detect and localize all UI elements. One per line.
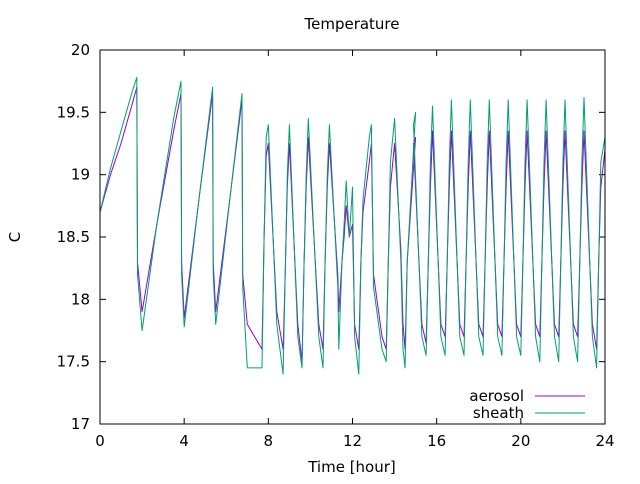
x-tick-label: 0	[95, 432, 105, 450]
axis-ticks: 0 4 8 12 16 20 24 17 17.5 18 18.5 19 19.5 20	[57, 41, 615, 450]
legend-label-aerosol: aerosol	[469, 387, 524, 405]
y-tick-label: 17.5	[57, 353, 90, 371]
y-axis-label: C	[6, 232, 24, 242]
plot-frame	[99, 49, 606, 425]
x-axis-label: Time [hour]	[307, 458, 396, 476]
x-tick-label: 8	[264, 432, 274, 450]
y-tick-label: 19	[71, 166, 90, 184]
y-tick-label: 18	[71, 290, 90, 308]
x-tick-label: 16	[427, 432, 446, 450]
x-tick-label: 20	[511, 432, 530, 450]
y-tick-label: 17	[71, 415, 90, 433]
y-tick-label: 20	[71, 41, 90, 59]
y-tick-label: 19.5	[57, 103, 90, 121]
x-tick-label: 24	[595, 432, 614, 450]
plot-series	[99, 76, 606, 375]
legend-label-sheath: sheath	[473, 404, 524, 422]
x-tick-label: 12	[343, 432, 362, 450]
y-tick-label: 18.5	[57, 228, 90, 246]
x-tick-label: 4	[179, 432, 189, 450]
legend: aerosol sheath	[469, 387, 585, 422]
series-line-aerosol	[99, 86, 606, 363]
chart-title: Temperature	[303, 15, 399, 33]
series-line-sheath	[99, 76, 606, 375]
